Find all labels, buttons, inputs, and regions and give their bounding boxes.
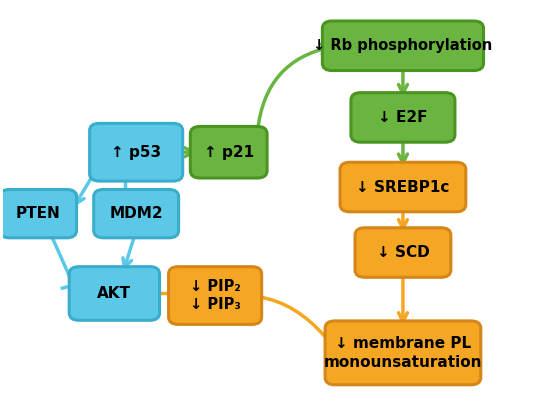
- FancyBboxPatch shape: [190, 127, 267, 178]
- Text: ↓ SREBP1c: ↓ SREBP1c: [356, 180, 450, 195]
- Text: ↓ Rb phosphorylation: ↓ Rb phosphorylation: [314, 38, 493, 53]
- Text: ↓ SCD: ↓ SCD: [377, 245, 430, 260]
- FancyBboxPatch shape: [94, 190, 179, 238]
- Text: ↓ E2F: ↓ E2F: [378, 110, 428, 125]
- FancyBboxPatch shape: [355, 228, 451, 277]
- Text: MDM2: MDM2: [109, 206, 163, 221]
- FancyBboxPatch shape: [90, 123, 183, 181]
- FancyBboxPatch shape: [340, 162, 466, 212]
- Text: ↑ p21: ↑ p21: [204, 145, 254, 160]
- FancyBboxPatch shape: [0, 190, 76, 238]
- Text: ↓ membrane PL
monounsaturation: ↓ membrane PL monounsaturation: [324, 336, 482, 370]
- FancyBboxPatch shape: [325, 321, 481, 385]
- FancyBboxPatch shape: [69, 267, 160, 320]
- Text: AKT: AKT: [97, 286, 131, 301]
- FancyBboxPatch shape: [351, 93, 455, 142]
- Text: ↑ p53: ↑ p53: [111, 145, 161, 160]
- Text: PTEN: PTEN: [16, 206, 61, 221]
- Text: ↓ PIP₂
↓ PIP₃: ↓ PIP₂ ↓ PIP₃: [190, 279, 240, 312]
- FancyBboxPatch shape: [168, 267, 262, 325]
- FancyBboxPatch shape: [322, 21, 483, 71]
